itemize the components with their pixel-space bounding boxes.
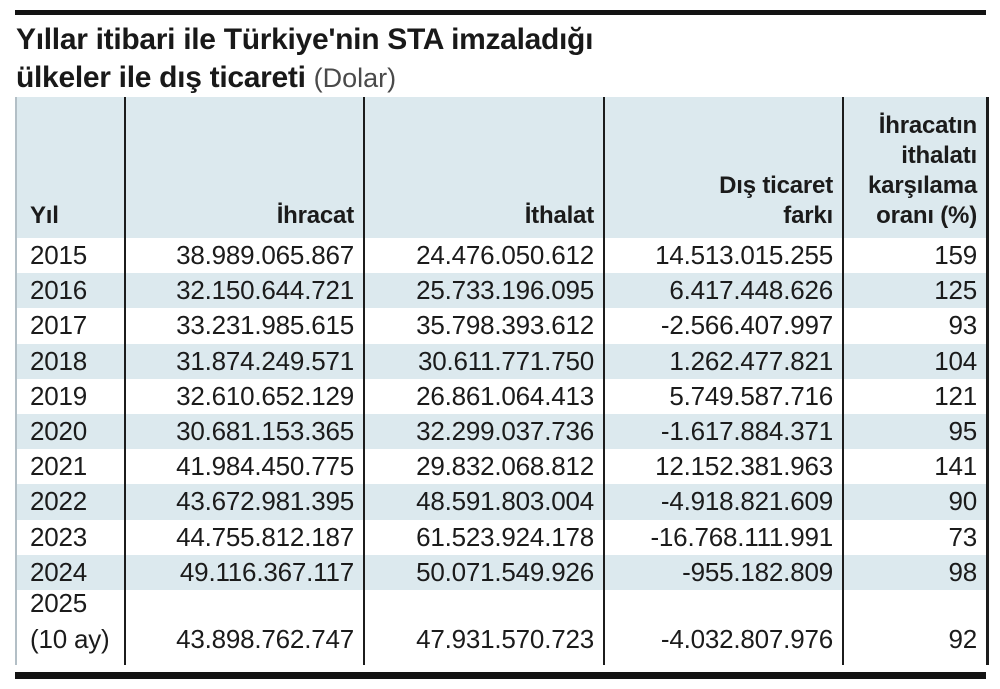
column-header-fark: Dış ticaret farkı <box>603 97 842 238</box>
ihracat-cell: 30.681.153.365 <box>124 413 363 450</box>
fark-cell: 14.513.015.255 <box>603 238 842 274</box>
title-line-1: Yıllar itibari ile Türkiye'nin STA imzal… <box>16 23 594 56</box>
oran-cell: 125 <box>842 273 986 309</box>
fark-cell: -4.032.807.976 <box>603 589 842 665</box>
ithalat-cell: 25.733.196.095 <box>363 273 603 309</box>
year-cell: 2020 <box>17 413 124 450</box>
ihracat-cell: 49.116.367.117 <box>124 554 363 590</box>
year-cell: 2015 <box>30 240 88 271</box>
oran-cell: 73 <box>842 519 986 555</box>
column-header-ithalat: İthalat <box>363 97 603 238</box>
ithalat-cell: 24.476.050.612 <box>363 238 603 274</box>
oran-cell: 95 <box>842 413 986 450</box>
oran-cell: 98 <box>842 554 986 590</box>
year-cell: 2023 <box>30 521 88 552</box>
oran-cell: 104 <box>842 343 986 379</box>
fark-cell: -16.768.111.991 <box>603 519 842 555</box>
oran-cell: 121 <box>842 378 986 414</box>
oran-cell: 141 <box>842 449 986 485</box>
fark-cell: 6.417.448.626 <box>603 273 842 309</box>
page-title: Yıllar itibari ile Türkiye'nin STA imzal… <box>16 21 593 97</box>
oran-cell: 92 <box>842 589 986 665</box>
fark-cell: -955.182.809 <box>603 554 842 590</box>
fark-cell: 12.152.381.963 <box>603 449 842 485</box>
title-line-2: ülkeler ile dış ticareti <box>16 61 306 94</box>
year-cell: 2016 <box>17 273 124 309</box>
ithalat-cell: 48.591.803.004 <box>363 484 603 520</box>
ithalat-cell: 50.071.549.926 <box>363 554 603 590</box>
ithalat-cell: 26.861.064.413 <box>363 378 603 414</box>
bottom-rule <box>15 672 986 679</box>
oran-cell: 90 <box>842 484 986 520</box>
ihracat-cell: 43.672.981.395 <box>124 484 363 520</box>
trade-table: Yıl İhracat İthalat Dış ticaret farkı İhraca… <box>15 97 989 665</box>
ithalat-cell: 61.523.924.178 <box>363 519 603 555</box>
ithalat-cell: 47.931.570.723 <box>363 589 603 665</box>
ihracat-cell: 44.755.812.187 <box>124 519 363 555</box>
column-header-oran: İhracatın ithalatı karşılama oranı (%) <box>842 97 986 238</box>
ihracat-cell: 43.898.762.747 <box>124 589 363 665</box>
fark-cell: -1.617.884.371 <box>603 413 842 450</box>
ihracat-cell: 32.610.652.129 <box>124 378 363 414</box>
top-rule <box>15 10 986 15</box>
year-cell: 2024 <box>17 554 124 590</box>
oran-cell: 93 <box>842 308 986 344</box>
year-cell: 2018 <box>17 343 124 379</box>
fark-cell: 1.262.477.821 <box>603 343 842 379</box>
year-cell: 2021 <box>30 451 88 482</box>
fark-cell: 5.749.587.716 <box>603 378 842 414</box>
title-unit: (Dolar) <box>313 63 397 93</box>
column-header-ihracat: İhracat <box>124 97 363 238</box>
year-cell: 2019 <box>30 380 88 411</box>
fark-cell: -2.566.407.997 <box>603 308 842 344</box>
year-cell: 2025 (10 ay) <box>30 589 110 654</box>
fark-cell: -4.918.821.609 <box>603 484 842 520</box>
ithalat-cell: 32.299.037.736 <box>363 413 603 450</box>
year-cell: 2022 <box>17 484 124 520</box>
column-header-yil: Yıl <box>17 97 124 238</box>
ihracat-cell: 33.231.985.615 <box>124 308 363 344</box>
ithalat-cell: 35.798.393.612 <box>363 308 603 344</box>
ihracat-cell: 38.989.065.867 <box>124 238 363 274</box>
ihracat-cell: 32.150.644.721 <box>124 273 363 309</box>
year-cell: 2017 <box>30 310 88 341</box>
oran-cell: 159 <box>842 238 986 274</box>
ithalat-cell: 30.611.771.750 <box>363 343 603 379</box>
ithalat-cell: 29.832.068.812 <box>363 449 603 485</box>
ihracat-cell: 41.984.450.775 <box>124 449 363 485</box>
ihracat-cell: 31.874.249.571 <box>124 343 363 379</box>
